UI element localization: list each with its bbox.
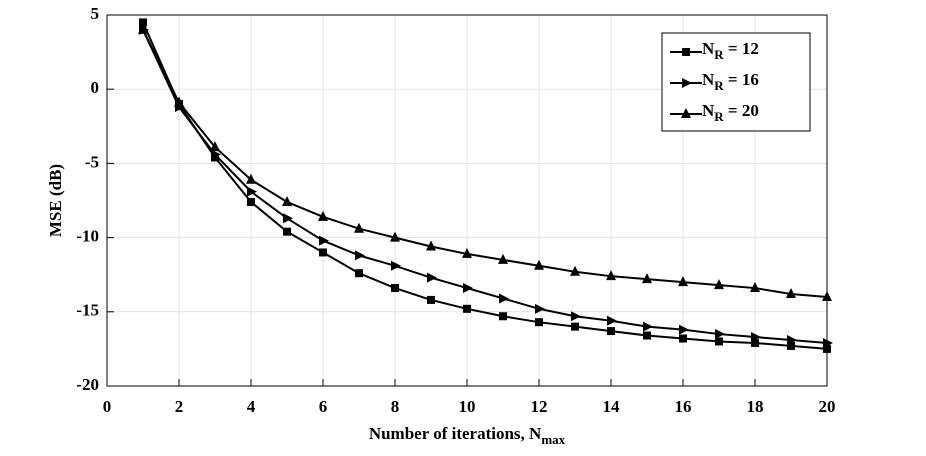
marker [499, 312, 507, 321]
marker [319, 248, 327, 257]
marker [210, 141, 220, 152]
marker [607, 327, 615, 336]
marker [139, 18, 147, 27]
marker [823, 337, 833, 348]
marker [534, 259, 544, 270]
marker [138, 23, 148, 34]
marker [354, 222, 364, 233]
marker [681, 108, 691, 118]
marker [679, 334, 687, 343]
x-tick-label: 18 [747, 397, 764, 416]
x-tick-label: 2 [175, 397, 184, 416]
series-line [142, 29, 828, 344]
marker [535, 318, 543, 327]
marker [787, 341, 795, 350]
marker [283, 227, 291, 236]
x-tick-label: 20 [819, 397, 836, 416]
x-tick-label: 10 [459, 397, 476, 416]
marker [822, 290, 832, 301]
marker [355, 269, 363, 278]
plot-frame [106, 14, 828, 387]
legend-label: NR = 16 [702, 70, 759, 93]
x-tick-label: 16 [675, 397, 692, 416]
x-tick-label: 6 [319, 397, 328, 416]
y-tick-label: 5 [91, 4, 100, 23]
marker [283, 213, 293, 224]
marker [571, 322, 579, 331]
marker [391, 284, 399, 293]
marker [570, 265, 580, 276]
x-tick-label: 14 [603, 397, 621, 416]
x-tick-label: 12 [531, 397, 548, 416]
x-tick-label: 4 [247, 397, 256, 416]
marker [247, 197, 255, 206]
marker [318, 210, 328, 221]
marker [426, 240, 436, 251]
marker [463, 283, 473, 294]
y-tick-label: 0 [91, 78, 100, 97]
marker [682, 78, 692, 88]
marker [642, 273, 652, 284]
marker [750, 282, 760, 293]
marker [682, 48, 690, 56]
marker [282, 195, 292, 206]
marker [679, 324, 689, 335]
marker [715, 329, 725, 340]
marker [246, 173, 256, 184]
marker [714, 279, 724, 290]
marker [390, 231, 400, 242]
marker [355, 250, 365, 261]
y-tick-label: -5 [85, 152, 99, 171]
marker [319, 235, 329, 246]
marker [499, 293, 509, 304]
x-axis-label: Number of iterations, Nmax [369, 424, 566, 447]
marker [607, 315, 617, 326]
legend-label: NR = 12 [702, 39, 759, 62]
series-line [142, 22, 828, 350]
marker [391, 260, 401, 271]
marker [571, 311, 581, 322]
marker [787, 334, 797, 345]
marker [678, 276, 688, 287]
y-tick-label: -20 [76, 375, 99, 394]
series-line [142, 29, 828, 298]
y-axis-label: MSE (dB) [46, 164, 65, 237]
marker [606, 270, 616, 281]
marker [247, 186, 257, 197]
marker [786, 287, 796, 298]
marker [643, 321, 653, 332]
x-tick-label: 8 [391, 397, 400, 416]
marker [751, 332, 761, 343]
marker [427, 272, 437, 283]
marker [498, 253, 508, 264]
marker [715, 337, 723, 346]
legend-label: NR = 20 [702, 101, 759, 124]
marker [823, 344, 831, 353]
x-tick-label: 0 [103, 397, 112, 416]
marker [535, 303, 545, 314]
y-tick-label: -10 [76, 227, 99, 246]
marker [427, 295, 435, 304]
marker [211, 149, 221, 160]
marker [463, 304, 471, 313]
marker [462, 247, 472, 258]
marker [643, 331, 651, 340]
marker [174, 96, 184, 107]
marker [751, 338, 759, 347]
y-tick-label: -15 [76, 301, 99, 320]
